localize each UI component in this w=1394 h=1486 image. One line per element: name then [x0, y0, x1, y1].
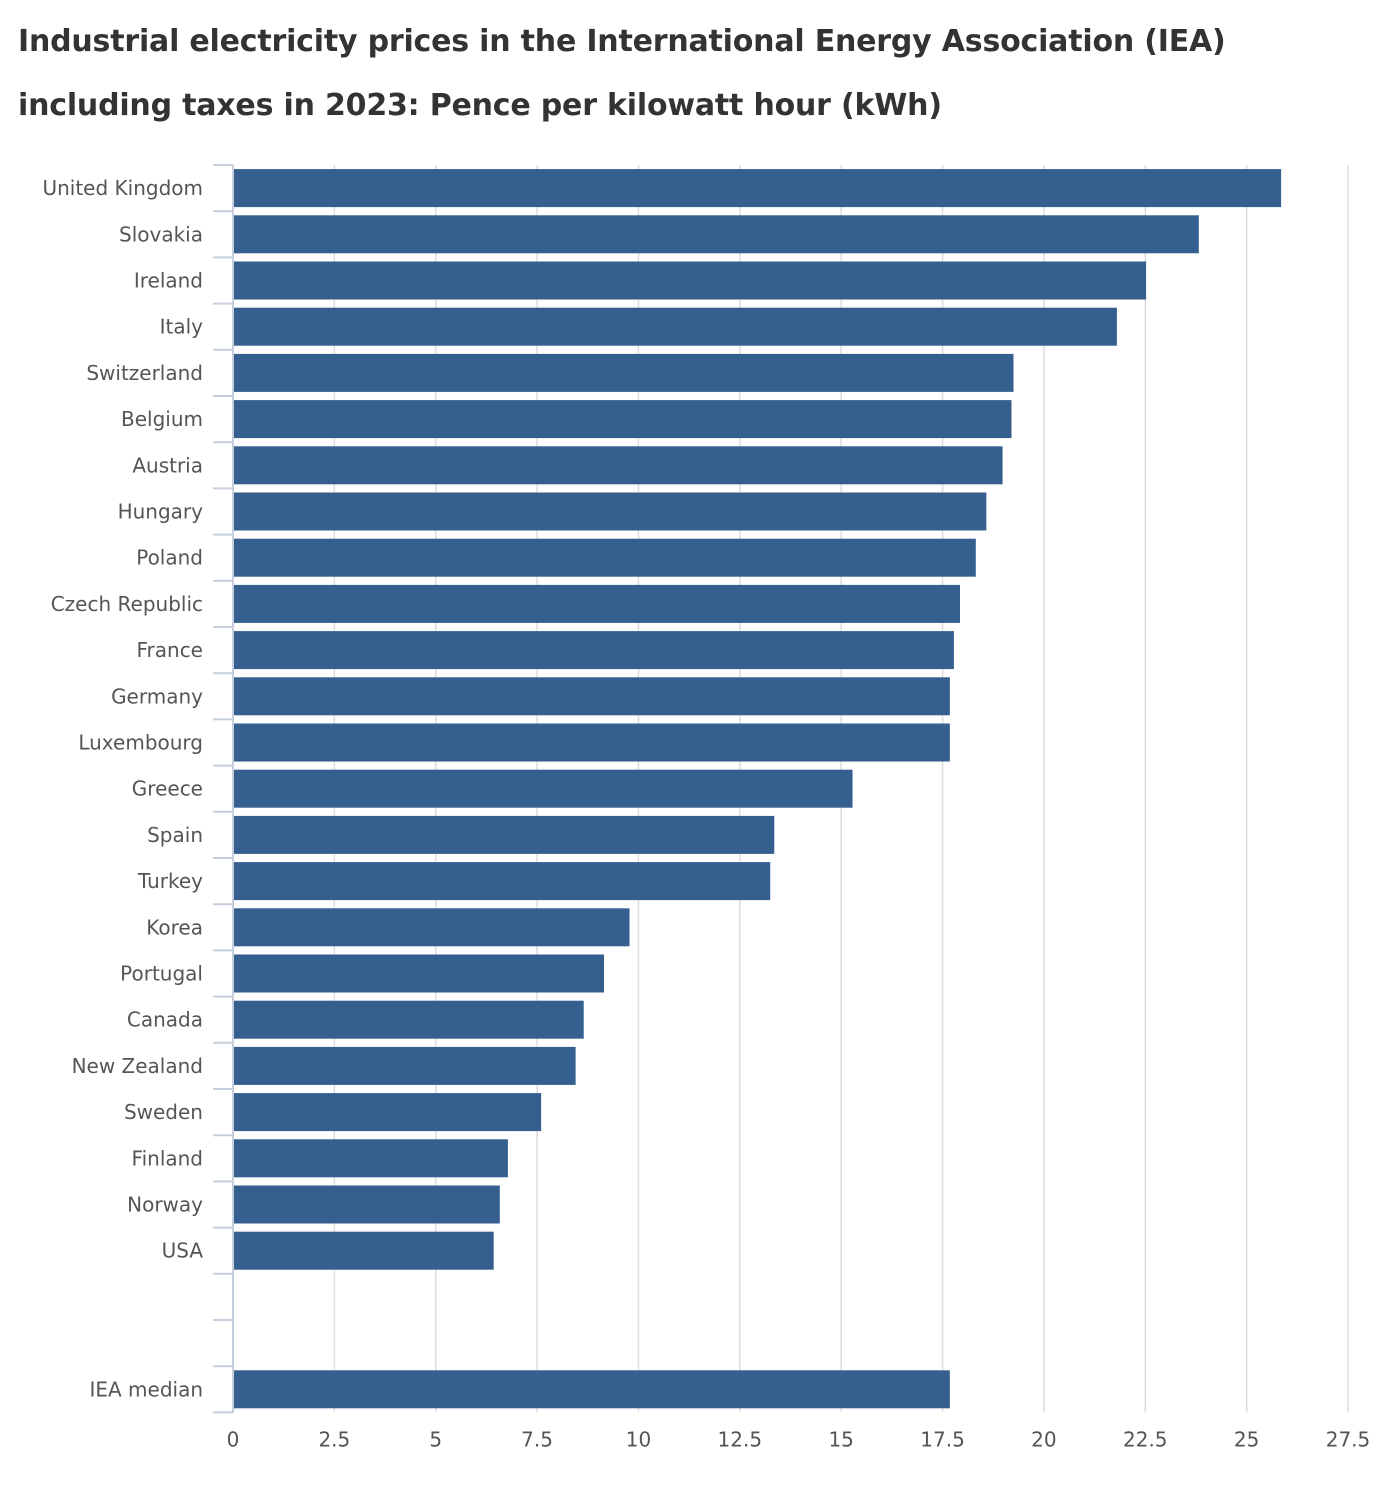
category-label: New Zealand [72, 1054, 203, 1078]
x-tick-label: 22.5 [1123, 1427, 1168, 1451]
bar-slovakia[interactable] [233, 215, 1199, 254]
chart-title: Industrial electricity prices in the Int… [18, 10, 1378, 138]
category-label: United Kingdom [42, 176, 203, 200]
category-label: Belgium [121, 407, 203, 431]
bar-switzerland[interactable] [233, 353, 1014, 392]
axes [213, 164, 234, 1414]
chart-title-line-1: Industrial electricity prices in the Int… [18, 24, 1226, 59]
category-label: Luxembourg [78, 731, 203, 755]
bar-iea-median[interactable] [233, 1370, 950, 1409]
category-label: Finland [132, 1146, 203, 1170]
x-tick-label: 17.5 [920, 1427, 965, 1451]
category-label: Canada [127, 1008, 203, 1032]
bar-norway[interactable] [233, 1185, 500, 1224]
x-tick-label: 27.5 [1326, 1427, 1371, 1451]
category-label: France [136, 638, 203, 662]
category-label: Germany [111, 684, 203, 708]
bar-portugal[interactable] [233, 954, 604, 993]
category-label: Turkey [137, 869, 203, 893]
bar-united-kingdom[interactable] [233, 169, 1282, 208]
category-label: Hungary [118, 500, 204, 524]
bar-finland[interactable] [233, 1139, 508, 1178]
bar-hungary[interactable] [233, 492, 987, 531]
bar-canada[interactable] [233, 1000, 584, 1039]
chart-title-line-2: including taxes in 2023: Pence per kilow… [18, 88, 942, 123]
x-tick-label: 20 [1031, 1427, 1056, 1451]
category-label: USA [162, 1239, 204, 1263]
bar-turkey[interactable] [233, 862, 771, 901]
category-label: Switzerland [86, 361, 203, 385]
category-label: Austria [132, 453, 203, 477]
x-tick-label: 2.5 [318, 1427, 350, 1451]
bar-new-zealand[interactable] [233, 1046, 576, 1085]
category-label: IEA median [89, 1377, 203, 1401]
bar-germany[interactable] [233, 677, 950, 716]
bar-poland[interactable] [233, 538, 976, 577]
bar-czech-republic[interactable] [233, 584, 960, 623]
bar-sweden[interactable] [233, 1093, 542, 1132]
category-label: Norway [127, 1193, 203, 1217]
bar-greece[interactable] [233, 769, 853, 808]
bars [233, 169, 1282, 1409]
category-label: Poland [136, 546, 203, 570]
x-tick-label: 25 [1234, 1427, 1259, 1451]
category-label: Ireland [134, 269, 203, 293]
category-label: Slovakia [119, 222, 203, 246]
bar-france[interactable] [233, 631, 954, 670]
bar-korea[interactable] [233, 908, 630, 947]
x-tick-label: 10 [626, 1427, 651, 1451]
category-label: Czech Republic [51, 592, 203, 616]
category-label: Italy [160, 315, 204, 339]
category-label: Korea [146, 915, 203, 939]
labels: 0 2.5 5 7.5 10 12.5 15 17.5 20 22.5 25 27.5 United K… [42, 176, 1370, 1451]
bar-spain[interactable] [233, 815, 775, 854]
bar-luxembourg[interactable] [233, 723, 950, 762]
x-tick-label: 12.5 [718, 1427, 763, 1451]
x-tick-label: 15 [828, 1427, 853, 1451]
category-label: Portugal [120, 962, 203, 986]
category-label: Sweden [124, 1100, 203, 1124]
bar-italy[interactable] [233, 307, 1117, 346]
category-label: Greece [132, 777, 203, 801]
bar-austria[interactable] [233, 446, 1003, 485]
x-tick-label: 7.5 [521, 1427, 553, 1451]
x-tick-label: 0 [227, 1427, 240, 1451]
bar-belgium[interactable] [233, 400, 1012, 439]
bar-usa[interactable] [233, 1231, 494, 1270]
x-tick-label: 5 [429, 1427, 442, 1451]
bar-ireland[interactable] [233, 261, 1147, 300]
category-label: Spain [147, 823, 203, 847]
